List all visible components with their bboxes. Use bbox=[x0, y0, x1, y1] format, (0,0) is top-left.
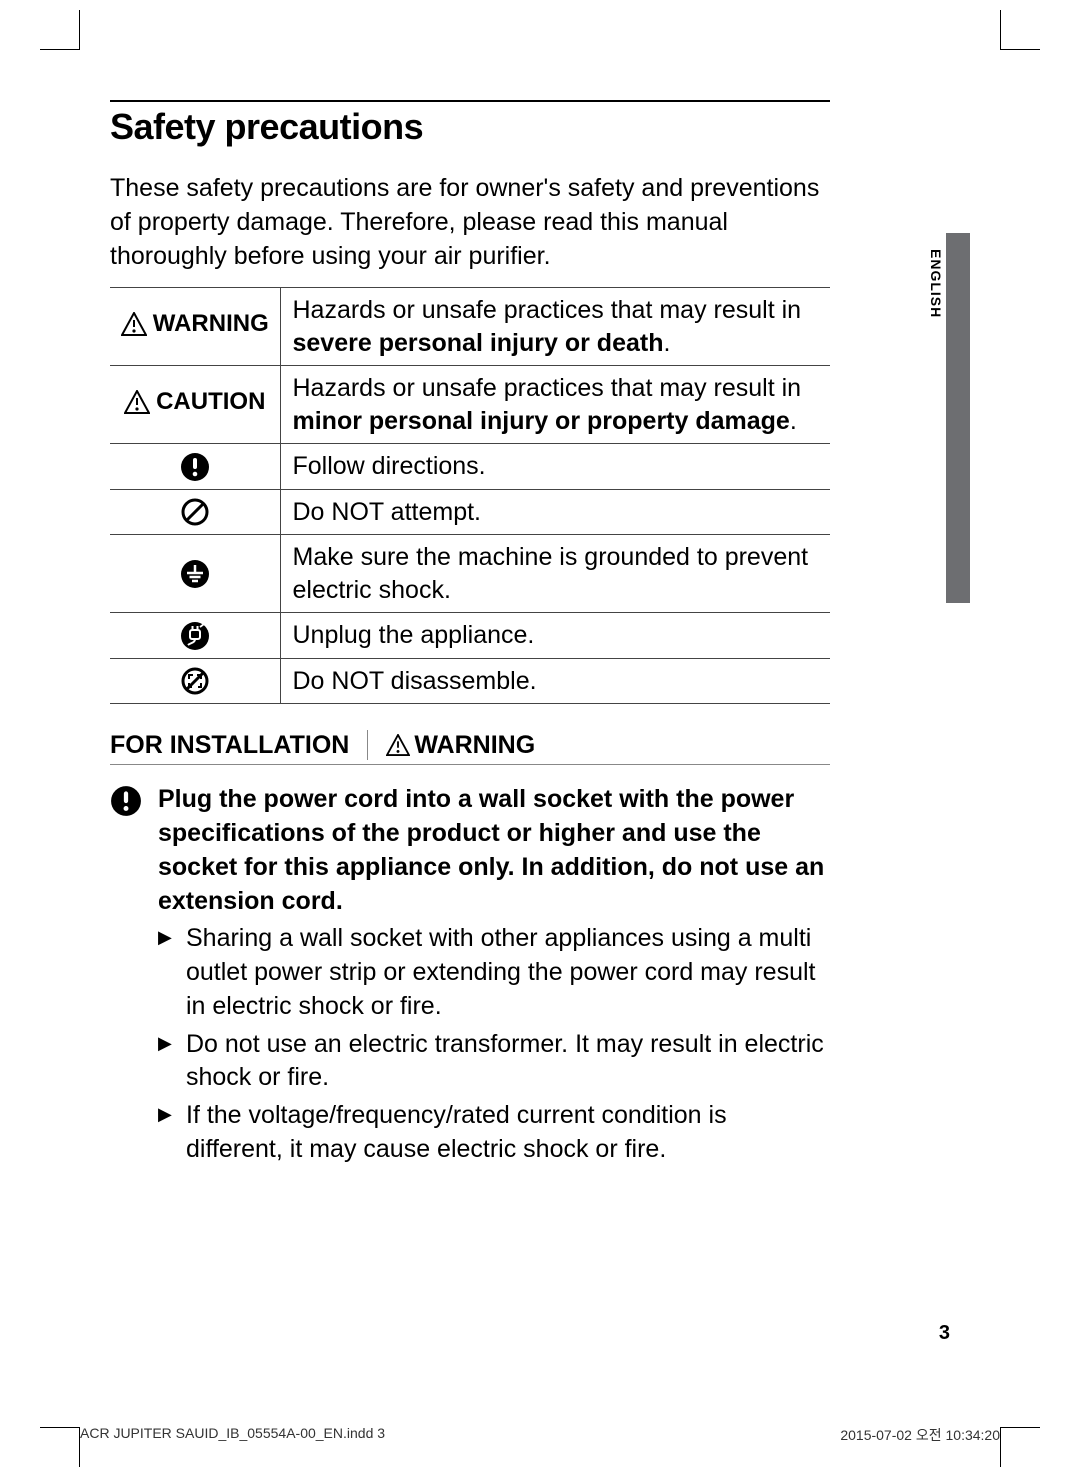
warning-desc-pre: Hazards or unsafe practices that may res… bbox=[293, 296, 802, 324]
block-content: Plug the power cord into a wall socket w… bbox=[158, 783, 830, 1166]
installation-block: Plug the power cord into a wall socket w… bbox=[110, 783, 830, 1166]
table-row: Follow directions. bbox=[110, 444, 830, 490]
language-tab: ENGLISH bbox=[924, 233, 970, 603]
footer-left: ACR JUPITER SAUID_IB_05554A-00_EN.indd 3 bbox=[80, 1425, 385, 1445]
section-heading-right: WARNING bbox=[414, 731, 535, 760]
list-item: If the voltage/frequency/rated current c… bbox=[158, 1099, 830, 1167]
donot-icon-cell bbox=[110, 489, 280, 535]
warning-triangle-icon bbox=[386, 734, 410, 756]
unplug-desc: Unplug the appliance. bbox=[280, 613, 830, 659]
caution-desc-pre: Hazards or unsafe practices that may res… bbox=[293, 374, 802, 402]
table-row: Do NOT attempt. bbox=[110, 489, 830, 535]
warning-label: WARNING bbox=[153, 310, 269, 338]
crop-mark-bl bbox=[40, 1427, 80, 1467]
warning-desc-post: . bbox=[663, 329, 670, 357]
table-row: Make sure the machine is grounded to pre… bbox=[110, 535, 830, 613]
nodis-desc: Do NOT disassemble. bbox=[280, 658, 830, 704]
exclamation-circle-icon bbox=[110, 785, 142, 817]
caution-label-cell: CAUTION bbox=[110, 366, 280, 444]
heading-divider bbox=[367, 730, 368, 760]
section-heading: FOR INSTALLATION WARNING bbox=[110, 730, 830, 765]
warning-label-cell: WARNING bbox=[110, 288, 280, 366]
bullet-list: Sharing a wall socket with other applian… bbox=[158, 922, 830, 1166]
crop-mark-br bbox=[1000, 1427, 1040, 1467]
page-content: Safety precautions These safety precauti… bbox=[110, 100, 830, 1167]
unplug-icon-cell bbox=[110, 613, 280, 659]
table-row: Unplug the appliance. bbox=[110, 613, 830, 659]
section-heading-left: FOR INSTALLATION bbox=[110, 731, 349, 760]
symbol-table: WARNING Hazards or unsafe practices that… bbox=[110, 287, 830, 704]
ground-desc: Make sure the machine is grounded to pre… bbox=[280, 535, 830, 613]
block-icon bbox=[110, 783, 146, 1166]
table-row: CAUTION Hazards or unsafe practices that… bbox=[110, 366, 830, 444]
crop-mark-tl bbox=[40, 10, 80, 50]
footer-right: 2015-07-02 오전 10:34:20 bbox=[840, 1425, 1000, 1445]
caution-desc-bold: minor personal injury or property damage bbox=[293, 407, 790, 435]
caution-triangle-icon bbox=[124, 390, 150, 414]
ground-icon bbox=[180, 559, 210, 589]
list-item: Do not use an electric transformer. It m… bbox=[158, 1028, 830, 1096]
donot-desc: Do NOT attempt. bbox=[280, 489, 830, 535]
language-label: ENGLISH bbox=[928, 249, 944, 318]
print-footer: ACR JUPITER SAUID_IB_05554A-00_EN.indd 3… bbox=[80, 1425, 1000, 1445]
warning-triangle-icon bbox=[121, 312, 147, 336]
exclamation-circle-icon bbox=[180, 452, 210, 482]
follow-icon-cell bbox=[110, 444, 280, 490]
ground-icon-cell bbox=[110, 535, 280, 613]
follow-desc: Follow directions. bbox=[280, 444, 830, 490]
block-lead: Plug the power cord into a wall socket w… bbox=[158, 783, 830, 918]
crop-mark-tr bbox=[1000, 10, 1040, 50]
no-disassemble-icon bbox=[180, 666, 210, 696]
warning-desc: Hazards or unsafe practices that may res… bbox=[280, 288, 830, 366]
page-number: 3 bbox=[939, 1322, 950, 1345]
table-row: WARNING Hazards or unsafe practices that… bbox=[110, 288, 830, 366]
caution-label: CAUTION bbox=[156, 388, 265, 416]
nodis-icon-cell bbox=[110, 658, 280, 704]
page-title: Safety precautions bbox=[110, 100, 423, 148]
language-tab-bar bbox=[946, 233, 970, 603]
prohibit-icon bbox=[180, 497, 210, 527]
intro-paragraph: These safety precautions are for owner's… bbox=[110, 172, 830, 273]
caution-desc: Hazards or unsafe practices that may res… bbox=[280, 366, 830, 444]
table-row: Do NOT disassemble. bbox=[110, 658, 830, 704]
list-item: Sharing a wall socket with other applian… bbox=[158, 922, 830, 1023]
caution-desc-post: . bbox=[790, 407, 797, 435]
warning-desc-bold: severe personal injury or death bbox=[293, 329, 664, 357]
unplug-icon bbox=[180, 621, 210, 651]
